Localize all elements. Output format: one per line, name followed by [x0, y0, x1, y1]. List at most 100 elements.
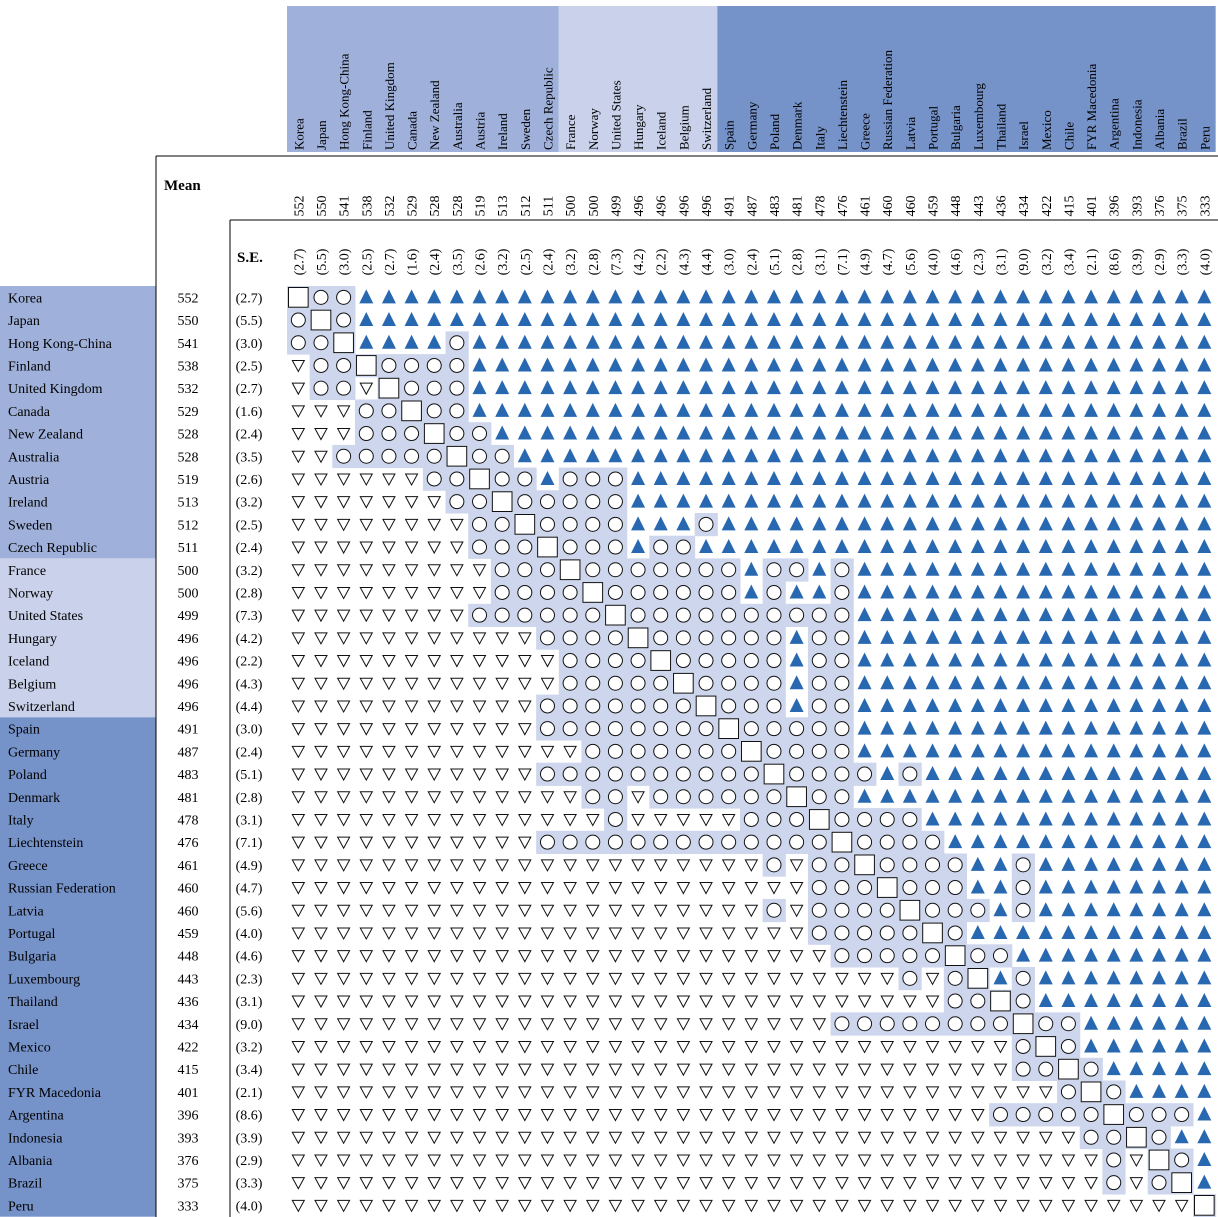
higher-triangle	[880, 448, 895, 463]
higher-triangle	[834, 402, 849, 417]
higher-triangle	[1152, 993, 1167, 1008]
lower-triangle	[427, 655, 442, 668]
diagonal-cell	[491, 491, 513, 512]
no-difference-circle	[811, 902, 827, 918]
higher-triangle	[1061, 448, 1076, 463]
lower-triangle	[993, 1063, 1008, 1077]
lower-triangle	[314, 1131, 328, 1145]
no-difference-circle	[1015, 902, 1031, 918]
lower-triangle	[767, 1040, 781, 1054]
lower-triangle	[744, 950, 759, 963]
higher-triangle	[1038, 743, 1053, 758]
lower-triangle	[631, 1154, 645, 1167]
higher-triangle	[699, 470, 714, 485]
higher-triangle	[970, 788, 985, 803]
lower-triangle	[495, 813, 510, 827]
higher-triangle	[948, 402, 963, 417]
no-difference-circle	[562, 494, 578, 510]
column-country-label: United Kingdom	[382, 62, 397, 150]
lower-triangle	[585, 927, 600, 940]
higher-triangle	[925, 539, 940, 554]
higher-triangle	[631, 425, 646, 440]
lower-triangle	[789, 995, 804, 1009]
lower-triangle	[563, 1109, 577, 1122]
no-difference-circle	[1128, 1107, 1144, 1123]
row-se-value: (2.8)	[236, 586, 263, 601]
lower-triangle	[517, 1131, 532, 1145]
lower-triangle	[359, 1063, 374, 1077]
lower-triangle	[382, 496, 396, 509]
row-country-label: Italy	[8, 813, 34, 828]
higher-triangle	[812, 493, 827, 508]
no-difference-circle	[562, 675, 578, 691]
column-se-value: (2.5)	[519, 248, 534, 275]
higher-triangle	[1038, 470, 1053, 485]
lower-triangle	[291, 450, 306, 464]
higher-triangle	[970, 924, 985, 939]
higher-triangle	[699, 289, 714, 304]
higher-triangle	[925, 629, 940, 644]
higher-triangle	[880, 357, 895, 372]
higher-triangle	[1174, 720, 1189, 735]
lower-triangle	[653, 1086, 668, 1099]
row-se-value: (3.2)	[236, 496, 263, 511]
no-difference-circle	[562, 584, 578, 600]
lower-triangle	[382, 609, 396, 623]
lower-triangle	[472, 1063, 487, 1077]
no-difference-circle	[653, 539, 669, 555]
lower-triangle	[336, 1018, 351, 1031]
higher-triangle	[1084, 720, 1099, 735]
no-difference-circle	[902, 834, 918, 850]
higher-triangle	[993, 380, 1008, 395]
lower-triangle	[563, 882, 577, 895]
no-difference-circle	[1083, 1107, 1099, 1123]
row-se-value: (4.3)	[236, 677, 263, 692]
higher-triangle	[1174, 402, 1189, 417]
higher-triangle	[585, 312, 600, 327]
lower-triangle	[970, 1199, 985, 1213]
higher-triangle	[1174, 1129, 1189, 1144]
row-mean-value: 500	[178, 586, 199, 601]
lower-triangle	[699, 1040, 713, 1054]
higher-triangle	[902, 584, 917, 599]
lower-triangle	[970, 1154, 985, 1167]
column-se: (2.7) (5.5) (3.0) (2.5) (2.7) (1.6) (2.4) (3.5)…	[292, 248, 1213, 275]
higher-triangle	[857, 652, 872, 667]
lower-triangle	[450, 859, 464, 872]
higher-triangle	[925, 720, 940, 735]
lower-triangle	[699, 813, 713, 827]
higher-triangle	[993, 902, 1008, 917]
row-mean-value: 401	[178, 1086, 199, 1101]
higher-triangle	[1174, 811, 1189, 826]
lower-triangle	[585, 882, 600, 895]
higher-triangle	[993, 743, 1008, 758]
higher-triangle	[608, 334, 623, 349]
higher-triangle	[495, 334, 510, 349]
lower-triangle	[812, 1086, 827, 1099]
diagonal-cell	[423, 423, 445, 444]
higher-triangle	[676, 516, 691, 531]
higher-triangle	[948, 357, 963, 372]
lower-triangle	[450, 882, 464, 895]
higher-triangle	[1129, 970, 1144, 985]
no-difference-circle	[947, 925, 963, 941]
diagonal-cell	[695, 695, 717, 717]
lower-triangle	[517, 813, 532, 827]
lower-triangle	[404, 791, 419, 804]
lower-triangle	[359, 700, 374, 713]
higher-triangle	[857, 720, 872, 735]
higher-triangle	[721, 448, 736, 463]
higher-triangle	[585, 289, 600, 304]
lower-triangle	[472, 882, 487, 895]
higher-triangle	[1106, 425, 1121, 440]
higher-triangle	[1016, 289, 1031, 304]
lower-triangle	[857, 972, 872, 986]
lower-triangle	[382, 655, 396, 668]
higher-triangle	[834, 539, 849, 554]
column-se-value: (9.0)	[1017, 248, 1032, 275]
higher-triangle	[789, 584, 804, 599]
lower-triangle	[1061, 1131, 1076, 1145]
lower-triangle	[835, 1131, 849, 1145]
lower-triangle	[608, 1086, 623, 1099]
higher-triangle	[1152, 470, 1167, 485]
